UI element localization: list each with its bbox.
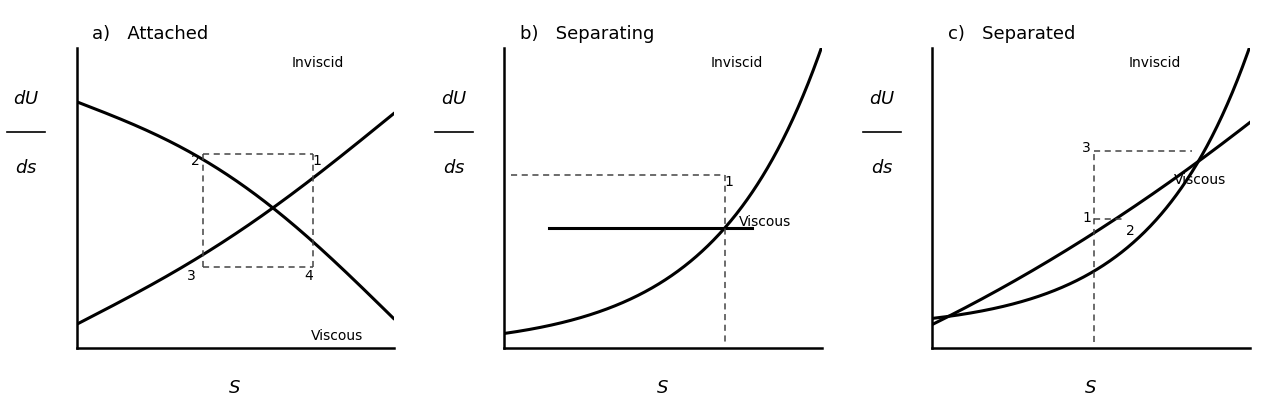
Text: Viscous: Viscous [740,215,792,229]
Text: 3: 3 [186,269,195,283]
Text: $dU$: $dU$ [13,90,40,108]
Text: 1: 1 [312,154,321,168]
Text: a)   Attached: a) Attached [92,25,209,43]
Text: 2: 2 [1126,224,1135,238]
Text: Inviscid: Inviscid [710,55,762,70]
Text: S: S [230,379,241,396]
Text: $ds$: $ds$ [871,159,892,177]
Text: Viscous: Viscous [1173,173,1225,187]
Text: $dU$: $dU$ [868,90,895,108]
Text: S: S [1085,379,1096,396]
Text: 1: 1 [724,175,733,189]
Text: Inviscid: Inviscid [1130,55,1182,70]
Text: c)   Separated: c) Separated [949,25,1076,43]
Text: Viscous: Viscous [311,329,363,343]
Text: 4: 4 [305,269,314,283]
Text: b)   Separating: b) Separating [520,25,655,43]
Text: $ds$: $ds$ [442,159,465,177]
Text: $ds$: $ds$ [14,159,37,177]
Text: 3: 3 [1082,141,1091,155]
Text: $dU$: $dU$ [441,90,467,108]
Text: 1: 1 [1082,211,1091,225]
Text: 2: 2 [191,154,200,168]
Text: Inviscid: Inviscid [292,55,344,70]
Text: S: S [658,379,668,396]
